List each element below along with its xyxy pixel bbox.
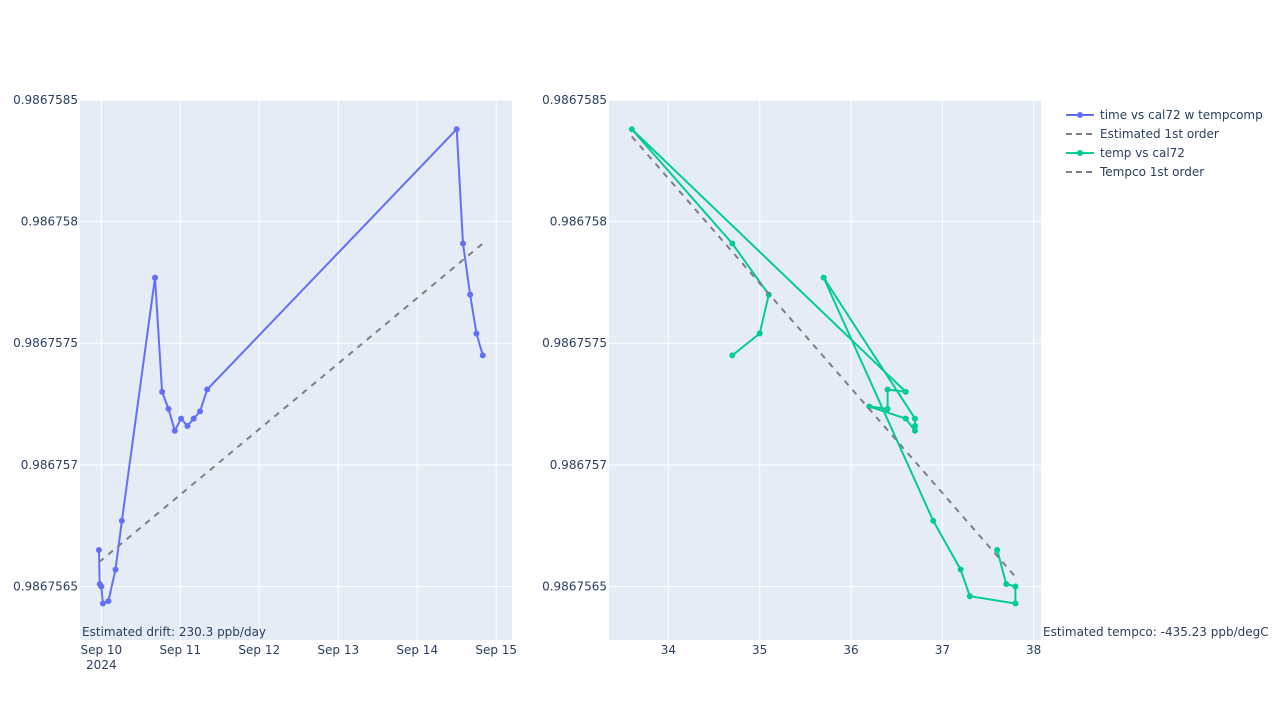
data-point	[902, 388, 909, 395]
data-point	[197, 408, 204, 415]
data-point	[184, 422, 191, 429]
x-tick-label: 38	[1026, 643, 1041, 657]
y-tick-label: 0.9867565	[542, 579, 607, 593]
legend-label: Tempco 1st order	[1099, 165, 1204, 179]
data-point	[884, 405, 891, 412]
series-fit-line	[631, 135, 1017, 578]
data-point	[165, 405, 172, 412]
legend-item: time vs cal72 w tempcomp	[1066, 108, 1263, 122]
data-point	[105, 598, 112, 605]
y-tick-label: 0.986757	[21, 458, 78, 472]
legend-item: temp vs cal72	[1066, 146, 1185, 160]
data-point	[930, 517, 937, 524]
x-tick-label: Sep 15	[475, 643, 517, 657]
legend-marker	[1077, 150, 1083, 156]
x-tick-label: 36	[843, 643, 858, 657]
legend-item: Tempco 1st order	[1066, 165, 1204, 179]
x-tick-label: Sep 12	[238, 643, 280, 657]
data-point	[473, 330, 480, 337]
data-point	[1012, 600, 1019, 607]
legend-item: Estimated 1st order	[1066, 127, 1219, 141]
data-point	[957, 566, 964, 573]
data-point	[820, 274, 827, 281]
data-point	[729, 240, 736, 247]
y-tick-label: 0.986758	[550, 215, 607, 229]
chart-panel-1: Sep 10 Sep 11 Sep 12 Sep 13 Sep 14 Sep 15 2024…	[13, 93, 517, 672]
y-tick-label: 0.9867575	[542, 336, 607, 350]
data-point	[460, 240, 467, 247]
x-tick-label: 34	[661, 643, 676, 657]
legend-label: temp vs cal72	[1100, 146, 1185, 160]
data-point	[1012, 583, 1019, 590]
data-point	[99, 600, 106, 607]
y-tick-label: 0.986757	[550, 458, 607, 472]
y-tick-label: 0.9867585	[542, 93, 607, 107]
series-data-line	[95, 126, 486, 607]
x-tick-label: 37	[935, 643, 950, 657]
series-data-line	[628, 126, 1019, 607]
x-tick-label: Sep 11	[159, 643, 201, 657]
y-tick-label: 0.9867565	[13, 579, 78, 593]
data-point	[966, 593, 973, 600]
data-point	[902, 415, 909, 422]
data-point	[911, 415, 918, 422]
chart-annotation: Estimated tempco: -435.23 ppb/degC	[1043, 625, 1269, 639]
gridlines	[80, 99, 512, 640]
x-tick-label: 35	[752, 643, 767, 657]
data-point	[98, 583, 105, 590]
y-tick-label: 0.986758	[21, 215, 78, 229]
data-point	[453, 126, 460, 133]
x-tick-label: Sep 14	[396, 643, 438, 657]
data-point	[190, 415, 197, 422]
data-point	[628, 126, 635, 133]
y-tick-label: 0.9867575	[13, 336, 78, 350]
x-tick-sublabel: 2024	[86, 658, 117, 672]
trend-line	[631, 135, 1017, 578]
data-point	[178, 415, 185, 422]
data-point	[729, 352, 736, 359]
data-point	[204, 386, 211, 393]
data-point	[994, 547, 1001, 553]
data-point	[911, 422, 918, 429]
plot-area	[80, 100, 512, 640]
data-point	[171, 427, 178, 434]
data-point	[112, 566, 119, 573]
legend-marker	[1077, 112, 1083, 118]
data-point	[479, 352, 486, 359]
data-point	[884, 386, 891, 393]
chart-panel-2: 34 35 36 37 38 0.9867565 0.986757 0.9867575 0.98…	[542, 93, 1269, 657]
data-point	[467, 291, 474, 298]
plot-area	[609, 100, 1041, 640]
chart-annotation: Estimated drift: 230.3 ppb/day	[82, 625, 266, 639]
x-tick-label: Sep 10	[80, 643, 122, 657]
data-point	[911, 427, 918, 434]
data-point	[95, 547, 102, 553]
data-point	[152, 274, 159, 281]
data-point	[756, 330, 763, 337]
legend-label: Estimated 1st order	[1100, 127, 1219, 141]
gridlines	[609, 99, 1041, 640]
y-tick-label: 0.9867585	[13, 93, 78, 107]
legend-label: time vs cal72 w tempcomp	[1100, 108, 1263, 122]
x-tick-label: Sep 13	[317, 643, 359, 657]
legend: time vs cal72 w tempcomp Estimated 1st or…	[1066, 108, 1263, 179]
data-point	[118, 517, 125, 524]
data-point	[866, 403, 873, 410]
data-point	[159, 388, 166, 395]
data-point	[1003, 581, 1010, 588]
